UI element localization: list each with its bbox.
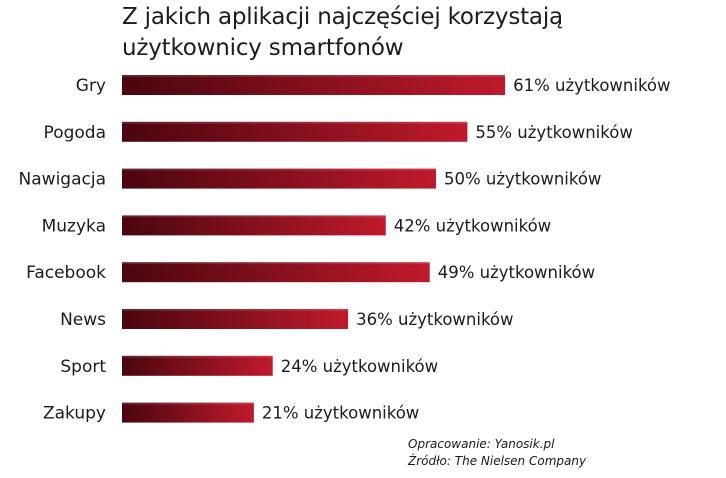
category-label: Facebook xyxy=(26,263,106,283)
category-label: Zakupy xyxy=(43,404,106,424)
value-label: 55% użytkowników xyxy=(475,123,632,142)
value-label: 61% użytkowników xyxy=(513,76,670,95)
bar xyxy=(122,121,468,142)
category-label: Pogoda xyxy=(44,123,106,143)
category-label: News xyxy=(60,310,106,330)
bar-highlight xyxy=(122,75,506,77)
bar-highlight xyxy=(122,168,436,171)
bar xyxy=(122,75,506,95)
value-label: 21% użytkowników xyxy=(262,404,419,423)
credit-author: Opracowanie: Yanosik.pl xyxy=(408,437,555,451)
bar xyxy=(122,215,386,236)
category-label: Gry xyxy=(76,76,106,96)
chart-credits: Opracowanie: Yanosik.pl Źródło: The Niel… xyxy=(408,436,586,470)
value-label: 49% użytkowników xyxy=(438,263,595,282)
value-label: 36% użytkowników xyxy=(356,310,513,329)
credit-source: Źródło: The Nielsen Company xyxy=(408,454,587,468)
category-label: Sport xyxy=(60,357,106,377)
chart-title: Z jakich aplikacji najczęściej korzystaj… xyxy=(122,4,563,61)
bar xyxy=(122,262,430,283)
bar xyxy=(122,402,254,423)
bar-highlight xyxy=(122,355,273,358)
value-label: 24% użytkowników xyxy=(281,357,438,376)
bar xyxy=(122,309,349,329)
value-label: 50% użytkowników xyxy=(444,170,601,189)
bar xyxy=(122,355,273,376)
bar xyxy=(122,168,436,189)
bar-highlight xyxy=(122,121,468,124)
category-label: Nawigacja xyxy=(19,170,106,190)
bar-highlight xyxy=(122,402,254,405)
bar-highlight xyxy=(122,309,349,311)
bars-group: Gry 61% użytkowników Pogoda 55% użytkownikó… xyxy=(19,75,671,424)
bar-highlight xyxy=(122,262,430,265)
category-label: Muzyka xyxy=(42,216,106,236)
bar-highlight xyxy=(122,215,386,218)
value-label: 42% użytkowników xyxy=(394,216,551,235)
